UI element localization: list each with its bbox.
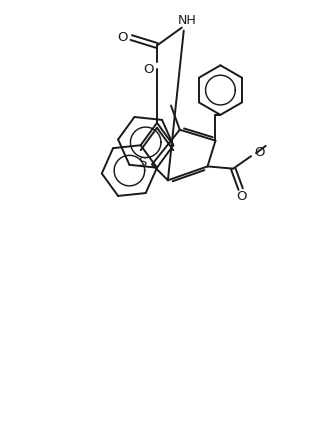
- Text: O: O: [117, 31, 128, 44]
- Text: S: S: [138, 156, 146, 169]
- Text: NH: NH: [177, 14, 196, 27]
- Text: O: O: [143, 63, 153, 76]
- Text: O: O: [255, 146, 265, 159]
- Text: O: O: [236, 189, 247, 203]
